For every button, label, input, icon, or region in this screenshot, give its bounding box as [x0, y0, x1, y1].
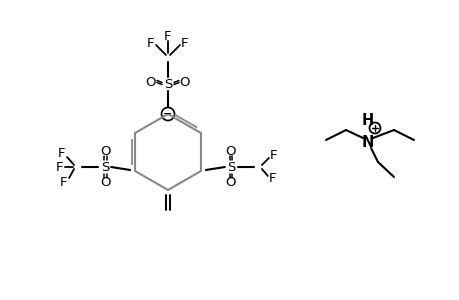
- Text: F: F: [57, 146, 65, 160]
- Text: F: F: [269, 148, 277, 161]
- Text: F: F: [269, 172, 276, 185]
- Text: O: O: [146, 76, 156, 88]
- Text: O: O: [225, 176, 235, 190]
- Text: S: S: [163, 77, 172, 91]
- Text: F: F: [147, 37, 154, 50]
- Text: −: −: [163, 109, 172, 119]
- Text: S: S: [101, 160, 109, 173]
- Text: O: O: [100, 176, 110, 190]
- Text: F: F: [55, 160, 63, 173]
- Text: F: F: [181, 37, 188, 50]
- Text: S: S: [226, 160, 235, 173]
- Text: F: F: [59, 176, 67, 190]
- Text: O: O: [100, 145, 110, 158]
- Text: N: N: [361, 134, 373, 149]
- Text: O: O: [179, 76, 190, 88]
- Text: F: F: [164, 29, 171, 43]
- Text: O: O: [225, 145, 235, 158]
- Text: H: H: [361, 112, 373, 128]
